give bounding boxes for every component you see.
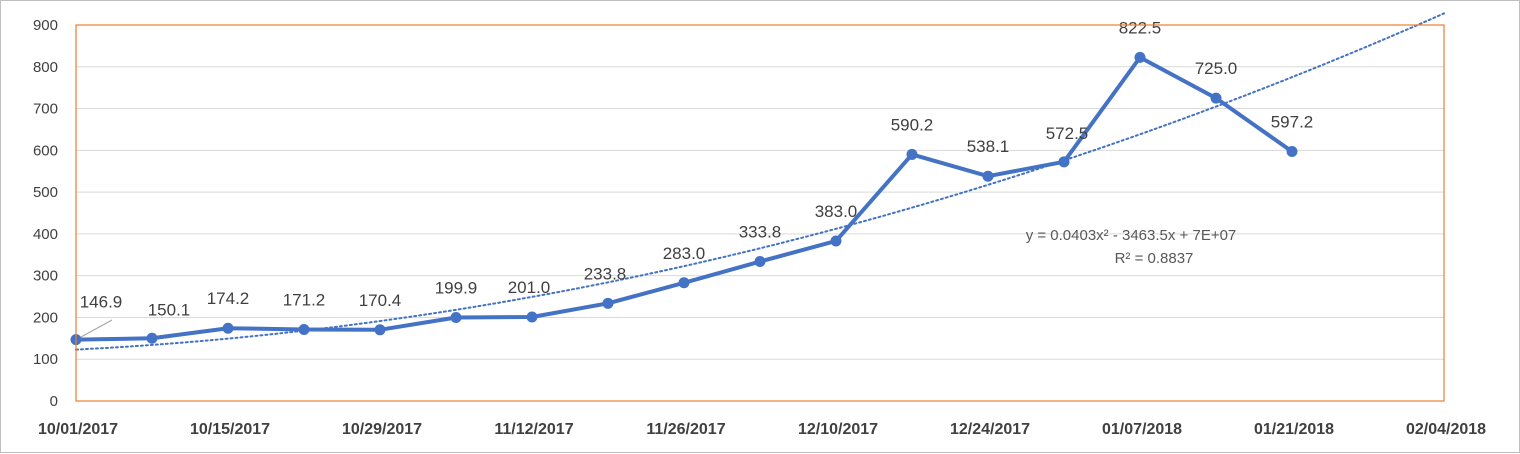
data-point — [526, 311, 538, 323]
data-label-leader — [80, 319, 113, 338]
y-tick-label: 200 — [33, 309, 58, 326]
y-tick-label: 300 — [33, 268, 58, 285]
data-label: 590.2 — [891, 115, 934, 134]
x-tick-label: 12/10/2017 — [798, 421, 878, 438]
data-point — [374, 324, 386, 336]
x-axis-ticks: 10/01/2017 10/15/2017 10/29/2017 11/12/2017… — [38, 421, 1486, 438]
x-tick-label: 10/29/2017 — [342, 421, 422, 438]
trendline-r-squared: R² = 0.8837 — [1115, 250, 1194, 267]
data-label: 199.9 — [435, 278, 478, 297]
data-point — [1286, 146, 1298, 158]
y-tick-label: 900 — [33, 17, 58, 34]
data-label: 572.5 — [1046, 124, 1089, 143]
y-tick-label: 400 — [33, 226, 58, 243]
x-tick-label: 11/26/2017 — [646, 421, 725, 438]
trendline-group — [75, 12, 1445, 351]
data-point — [1058, 156, 1070, 168]
trendline — [75, 12, 1445, 351]
series-group — [70, 51, 1298, 346]
data-label: 146.9 — [80, 293, 123, 312]
x-tick-label: 11/12/2017 — [494, 421, 573, 438]
y-tick-label: 600 — [33, 142, 58, 159]
data-label: 171.2 — [283, 290, 326, 309]
data-label: 150.1 — [148, 300, 191, 319]
y-tick-label: 700 — [33, 101, 58, 118]
data-label: 333.8 — [739, 223, 782, 242]
x-tick-label: 01/07/2018 — [1102, 421, 1182, 438]
data-label: 383.0 — [815, 202, 858, 221]
data-point — [982, 170, 994, 182]
data-label: 822.5 — [1119, 18, 1162, 37]
data-point — [678, 277, 690, 289]
x-tick-label: 02/04/2018 — [1406, 421, 1486, 438]
y-axis-ticks: 0 100 200 300 400 500 600 700 800 900 — [33, 17, 58, 410]
data-label: 597.2 — [1271, 113, 1314, 132]
data-label: 201.0 — [508, 278, 551, 297]
data-label: 283.0 — [663, 244, 706, 263]
data-point — [1134, 51, 1146, 63]
data-point — [830, 235, 842, 247]
trendline-equation: y = 0.0403x² - 3463.5x + 7E+07 — [1026, 227, 1237, 244]
data-label: 725.0 — [1195, 59, 1238, 78]
grid-lines — [76, 24, 1444, 402]
x-tick-label: 01/21/2018 — [1254, 421, 1334, 438]
x-tick-label: 10/15/2017 — [190, 421, 270, 438]
data-label: 174.2 — [207, 289, 250, 308]
data-point — [602, 297, 614, 309]
data-point — [222, 322, 234, 334]
series-line — [74, 55, 1294, 342]
y-tick-label: 100 — [33, 351, 58, 368]
data-point — [298, 323, 310, 335]
data-point — [450, 311, 462, 323]
y-tick-label: 800 — [33, 59, 58, 76]
x-tick-label: 12/24/2017 — [950, 421, 1030, 438]
data-labels: 146.9 150.1 174.2 171.2 170.4 199.9 201.0 233.8… — [80, 18, 1314, 338]
y-tick-label: 0 — [50, 393, 58, 410]
data-label: 538.1 — [967, 137, 1010, 156]
data-label: 233.8 — [584, 264, 627, 283]
plot-area-border — [75, 24, 1445, 402]
data-point — [754, 256, 766, 268]
data-label: 170.4 — [359, 291, 402, 310]
data-point — [1210, 92, 1222, 104]
x-tick-label: 10/01/2017 — [38, 421, 118, 438]
y-tick-label: 500 — [33, 184, 58, 201]
data-point — [146, 332, 158, 344]
data-point — [906, 148, 918, 160]
